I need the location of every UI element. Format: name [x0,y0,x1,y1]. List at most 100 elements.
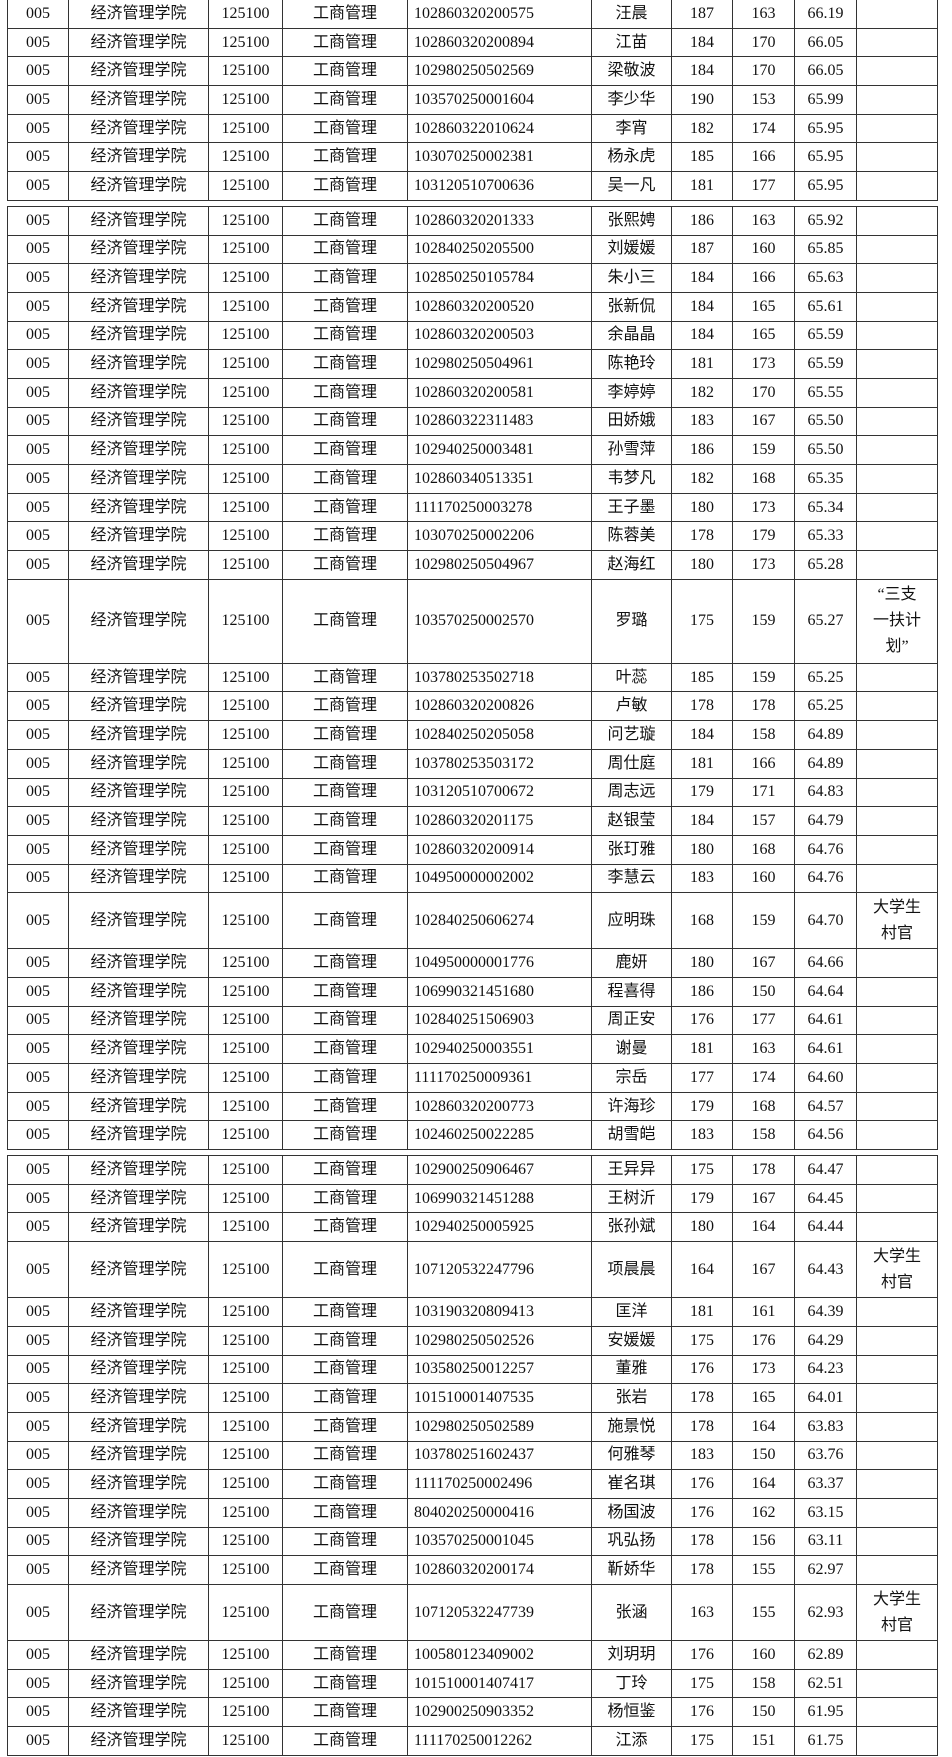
code-cell: 005 [7,1325,69,1356]
note-cell [856,1497,938,1528]
score-1-cell: 181 [671,171,733,201]
table-row: 005 经济管理学院 125100 工商管理 102980250502589 施景悦 178… [7,1411,938,1442]
table-row: 005 经济管理学院 125100 工商管理 100580123409002 刘玥玥 176… [7,1640,938,1670]
major-code-cell: 125100 [208,720,283,750]
major-code-cell: 125100 [208,1555,283,1585]
major-code-cell: 125100 [208,377,283,408]
total-score-cell: 63.83 [794,1411,857,1442]
code-cell: 005 [7,291,69,322]
total-score-cell: 64.79 [794,806,857,836]
code-cell: 005 [7,578,69,664]
major-code-cell: 125100 [208,976,283,1007]
score-2-cell: 168 [732,834,795,865]
name-cell: 刘媛媛 [591,234,672,265]
score-1-cell: 175 [671,1325,733,1356]
code-cell: 005 [7,464,69,494]
score-2-cell: 159 [732,662,795,693]
name-cell: 陈艳玲 [591,349,672,379]
total-score-cell: 61.95 [794,1697,857,1728]
major-code-cell: 125100 [208,550,283,580]
table-row: 005 经济管理学院 125100 工商管理 111170250002496 崔名琪 176… [7,1469,938,1499]
candidate-id-cell: 804020250000416 [407,1497,592,1528]
major-cell: 工商管理 [282,1555,408,1585]
table-row: 005 经济管理学院 125100 工商管理 102860320200894 江苗 184 1… [7,27,938,58]
table-row: 005 经济管理学院 125100 工商管理 103120510700636 吴一凡 181… [7,171,938,201]
table-row: 005 经济管理学院 125100 工商管理 106990321451288 王树沂 179… [7,1183,938,1214]
table-row: 005 经济管理学院 125100 工商管理 101510001407417 丁玲 175 1… [7,1668,938,1699]
total-score-cell: 66.05 [794,27,857,58]
score-2-cell: 167 [732,406,795,437]
total-score-cell: 64.76 [794,863,857,894]
major-code-cell: 125100 [208,1183,283,1214]
note-cell [856,720,938,750]
score-2-cell: 164 [732,1411,795,1442]
note-cell [856,1063,938,1093]
major-cell: 工商管理 [282,406,408,437]
major-cell: 工商管理 [282,263,408,293]
major-cell: 工商管理 [282,492,408,523]
name-cell: 丁玲 [591,1668,672,1699]
score-2-cell: 160 [732,863,795,894]
total-score-cell: 65.55 [794,377,857,408]
candidate-id-cell: 104950000002002 [407,863,592,894]
college-cell: 经济管理学院 [68,1584,209,1641]
score-1-cell: 184 [671,320,733,351]
candidate-id-cell: 102840250205500 [407,234,592,265]
college-cell: 经济管理学院 [68,406,209,437]
candidate-id-cell: 102940250003551 [407,1034,592,1064]
score-2-cell: 173 [732,550,795,580]
table-row: 005 经济管理学院 125100 工商管理 102900250906467 王异异 175… [7,1155,938,1185]
major-cell: 工商管理 [282,1440,408,1471]
table-row: 005 经济管理学院 125100 工商管理 102980250504961 陈艳玲 181… [7,349,938,379]
major-code-cell: 125100 [208,748,283,779]
candidate-id-cell: 102980250502526 [407,1325,592,1356]
candidate-id-cell: 103570250001045 [407,1526,592,1557]
note-cell [856,948,938,978]
major-cell: 工商管理 [282,113,408,144]
code-cell: 005 [7,691,69,722]
total-score-cell: 65.59 [794,349,857,379]
major-cell: 工商管理 [282,806,408,836]
college-cell: 经济管理学院 [68,234,209,265]
total-score-cell: 64.29 [794,1325,857,1356]
score-1-cell: 164 [671,1241,733,1299]
major-cell: 工商管理 [282,578,408,664]
score-1-cell: 176 [671,1354,733,1385]
code-cell: 005 [7,1063,69,1093]
score-1-cell: 186 [671,435,733,465]
table-row: 005 经济管理学院 125100 工商管理 804020250000416 杨国波 176… [7,1497,938,1528]
name-cell: 施景悦 [591,1411,672,1442]
college-cell: 经济管理学院 [68,834,209,865]
note-cell [856,142,938,173]
name-cell: 谢曼 [591,1034,672,1064]
name-cell: 靳娇华 [591,1555,672,1585]
note-cell [856,492,938,523]
college-cell: 经济管理学院 [68,1555,209,1585]
code-cell: 005 [7,377,69,408]
score-1-cell: 175 [671,1155,733,1185]
major-cell: 工商管理 [282,1034,408,1064]
score-1-cell: 186 [671,976,733,1007]
name-cell: 罗璐 [591,578,672,664]
name-cell: 刘玥玥 [591,1640,672,1670]
score-2-cell: 177 [732,171,795,201]
candidate-id-cell: 103780253503172 [407,748,592,779]
table-row: 005 经济管理学院 125100 工商管理 102840251506903 周正安 176… [7,1005,938,1036]
name-cell: 杨国波 [591,1497,672,1528]
total-score-cell: 62.89 [794,1640,857,1670]
total-score-cell: 65.95 [794,142,857,173]
candidate-id-cell: 107120532247739 [407,1584,592,1641]
score-2-cell: 178 [732,691,795,722]
total-score-cell: 64.66 [794,948,857,978]
college-cell: 经济管理学院 [68,1212,209,1243]
candidate-id-cell: 103070250002381 [407,142,592,173]
total-score-cell: 64.64 [794,976,857,1007]
score-2-cell: 157 [732,806,795,836]
table-row: 005 经济管理学院 125100 工商管理 103780253503172 周仕庭 181… [7,748,938,779]
score-2-cell: 163 [732,1034,795,1064]
college-cell: 经济管理学院 [68,748,209,779]
total-score-cell: 64.56 [794,1120,857,1151]
major-cell: 工商管理 [282,892,408,950]
name-cell: 陈蓉美 [591,521,672,552]
total-score-cell: 64.60 [794,1063,857,1093]
